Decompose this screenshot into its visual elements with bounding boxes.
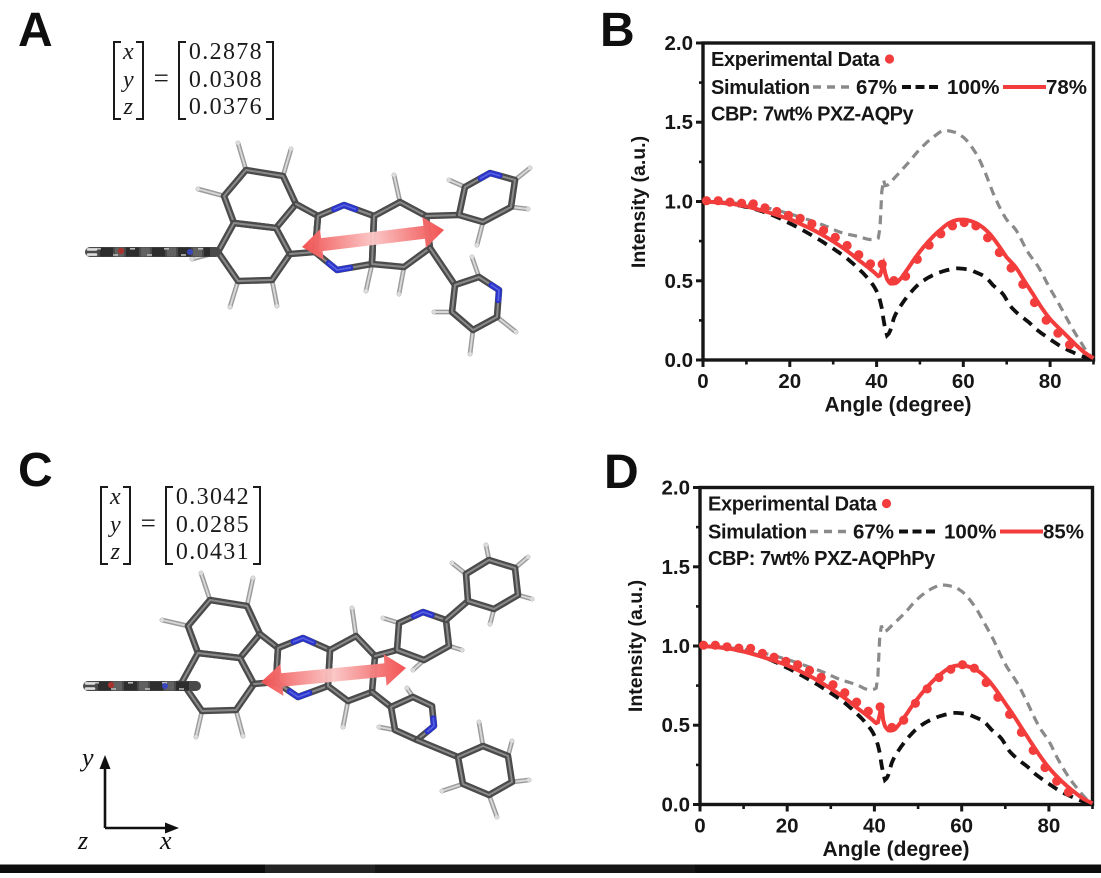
svg-text:2.0: 2.0 bbox=[662, 477, 691, 500]
svg-text:0.0: 0.0 bbox=[662, 794, 691, 817]
svg-text:1.0: 1.0 bbox=[665, 191, 694, 214]
svg-text:0: 0 bbox=[694, 815, 705, 838]
svg-text:40: 40 bbox=[863, 815, 886, 838]
svg-text:Simulation: Simulation bbox=[708, 522, 807, 544]
svg-text:100%: 100% bbox=[947, 76, 999, 99]
svg-text:1.0: 1.0 bbox=[662, 635, 691, 658]
svg-text:Simulation: Simulation bbox=[711, 77, 810, 99]
svg-text:Angle (degree): Angle (degree) bbox=[822, 838, 969, 861]
svg-text:2.0: 2.0 bbox=[665, 32, 694, 55]
svg-text:1.5: 1.5 bbox=[665, 111, 694, 134]
svg-text:60: 60 bbox=[950, 815, 973, 838]
svg-text:Angle (degree): Angle (degree) bbox=[824, 394, 971, 417]
svg-text:Experimental Data: Experimental Data bbox=[711, 49, 881, 71]
svg-text:100%: 100% bbox=[944, 521, 996, 544]
svg-text:x: x bbox=[159, 826, 172, 855]
svg-text:0.5: 0.5 bbox=[662, 714, 691, 737]
svg-text:y: y bbox=[79, 743, 94, 772]
svg-text:0: 0 bbox=[697, 370, 708, 393]
svg-text:20: 20 bbox=[776, 815, 799, 838]
svg-text:Experimental Data: Experimental Data bbox=[708, 494, 878, 516]
svg-text:z: z bbox=[77, 826, 88, 855]
svg-text:0.5: 0.5 bbox=[665, 270, 694, 293]
svg-text:20: 20 bbox=[778, 370, 801, 393]
svg-text:1.5: 1.5 bbox=[662, 556, 691, 579]
svg-text:85%: 85% bbox=[1043, 521, 1084, 544]
svg-text:CBP: 7wt% PXZ-AQPhPy: CBP: 7wt% PXZ-AQPhPy bbox=[708, 548, 936, 570]
svg-text:80: 80 bbox=[1039, 370, 1062, 393]
svg-text:Intensity (a.u.): Intensity (a.u.) bbox=[628, 136, 650, 268]
svg-text:67%: 67% bbox=[853, 521, 894, 544]
svg-text:CBP: 7wt% PXZ-AQPy: CBP: 7wt% PXZ-AQPy bbox=[711, 104, 915, 126]
svg-text:67%: 67% bbox=[856, 76, 897, 99]
svg-text:60: 60 bbox=[952, 370, 975, 393]
svg-text:78%: 78% bbox=[1046, 76, 1087, 99]
svg-text:Intensity (a.u.): Intensity (a.u.) bbox=[625, 580, 647, 712]
svg-text:40: 40 bbox=[865, 370, 888, 393]
svg-text:80: 80 bbox=[1037, 815, 1060, 838]
svg-text:0.0: 0.0 bbox=[665, 349, 694, 372]
